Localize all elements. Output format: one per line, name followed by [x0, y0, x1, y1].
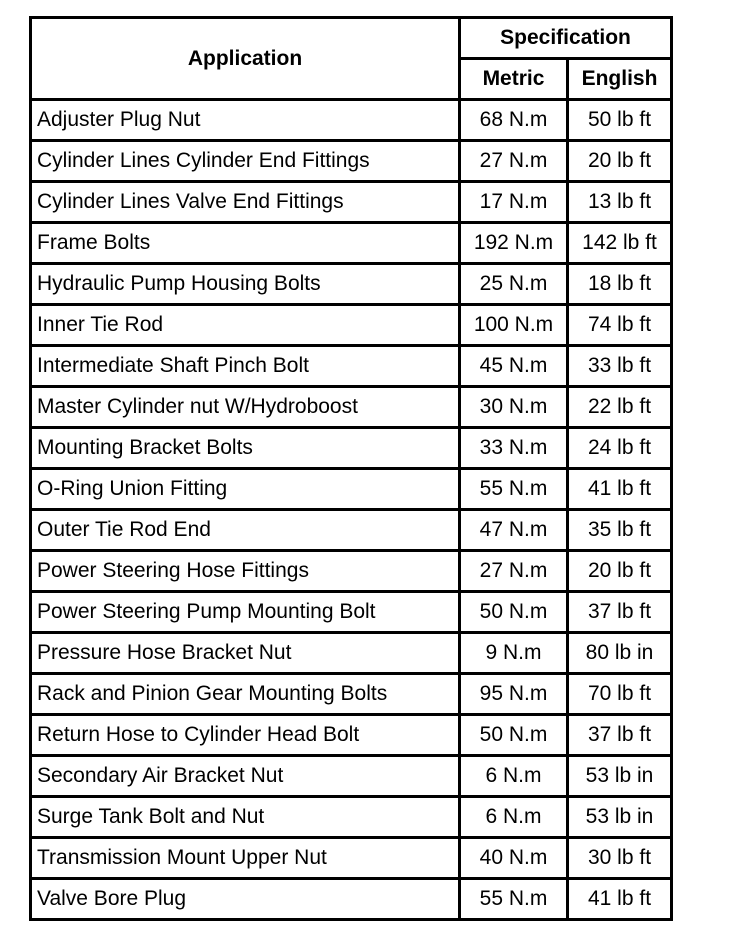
cell-application: Surge Tank Bolt and Nut	[29, 795, 461, 839]
cell-english: 41 lb ft	[565, 467, 674, 511]
header-specification: Specification	[457, 16, 674, 60]
table-row: Frame Bolts 192 N.m 142 lb ft	[29, 221, 674, 265]
table-row: Adjuster Plug Nut 68 N.m 50 lb ft	[29, 98, 674, 142]
table-row: Power Steering Hose Fittings 27 N.m 20 lb …	[29, 549, 674, 593]
cell-metric: 100 N.m	[458, 303, 569, 347]
cell-english: 70 lb ft	[565, 672, 674, 716]
table-row: Valve Bore Plug 55 N.m 41 lb ft	[29, 877, 674, 921]
cell-metric: 50 N.m	[458, 713, 569, 757]
cell-english: 20 lb ft	[565, 139, 674, 183]
cell-english: 18 lb ft	[565, 262, 674, 306]
table-row: Pressure Hose Bracket Nut 9 N.m 80 lb in	[29, 631, 674, 675]
table-row: Power Steering Pump Mounting Bolt 50 N.m 3…	[29, 590, 674, 634]
cell-metric: 33 N.m	[458, 426, 569, 470]
cell-english: 30 lb ft	[565, 836, 674, 880]
table-row: Master Cylinder nut W/Hydroboost 30 N.m 22…	[29, 385, 674, 429]
cell-english: 142 lb ft	[565, 221, 674, 265]
cell-english: 50 lb ft	[565, 98, 674, 142]
cell-metric: 6 N.m	[458, 754, 569, 798]
cell-english: 22 lb ft	[565, 385, 674, 429]
cell-english: 41 lb ft	[565, 877, 674, 921]
table-row: Cylinder Lines Valve End Fittings 17 N.m 1…	[29, 180, 674, 224]
cell-application: Pressure Hose Bracket Nut	[29, 631, 461, 675]
cell-english: 53 lb in	[565, 795, 674, 839]
cell-application: Inner Tie Rod	[29, 303, 461, 347]
header-application: Application	[29, 16, 461, 101]
cell-application: Intermediate Shaft Pinch Bolt	[29, 344, 461, 388]
header-english: English	[565, 57, 674, 101]
cell-english: 80 lb in	[565, 631, 674, 675]
cell-metric: 47 N.m	[458, 508, 569, 552]
cell-application: Outer Tie Rod End	[29, 508, 461, 552]
cell-application: Secondary Air Bracket Nut	[29, 754, 461, 798]
cell-metric: 17 N.m	[458, 180, 569, 224]
cell-application: Mounting Bracket Bolts	[29, 426, 461, 470]
cell-application: Transmission Mount Upper Nut	[29, 836, 461, 880]
cell-metric: 50 N.m	[458, 590, 569, 634]
cell-application: O-Ring Union Fitting	[29, 467, 461, 511]
cell-english: 35 lb ft	[565, 508, 674, 552]
torque-spec-table: Application Specification Metric English…	[29, 16, 674, 921]
cell-metric: 95 N.m	[458, 672, 569, 716]
cell-metric: 30 N.m	[458, 385, 569, 429]
table-row: Hydraulic Pump Housing Bolts 25 N.m 18 lb …	[29, 262, 674, 306]
cell-metric: 9 N.m	[458, 631, 569, 675]
cell-application: Cylinder Lines Valve End Fittings	[29, 180, 461, 224]
cell-english: 33 lb ft	[565, 344, 674, 388]
cell-english: 37 lb ft	[565, 590, 674, 634]
cell-application: Power Steering Pump Mounting Bolt	[29, 590, 461, 634]
table-row: Inner Tie Rod 100 N.m 74 lb ft	[29, 303, 674, 347]
header-metric: Metric	[458, 57, 569, 101]
cell-application: Frame Bolts	[29, 221, 461, 265]
cell-english: 74 lb ft	[565, 303, 674, 347]
table-row: Secondary Air Bracket Nut 6 N.m 53 lb in	[29, 754, 674, 798]
cell-application: Cylinder Lines Cylinder End Fittings	[29, 139, 461, 183]
table-row: Mounting Bracket Bolts 33 N.m 24 lb ft	[29, 426, 674, 470]
cell-metric: 45 N.m	[458, 344, 569, 388]
table-body: Adjuster Plug Nut 68 N.m 50 lb ft Cylinder …	[29, 98, 674, 921]
table-row: Intermediate Shaft Pinch Bolt 45 N.m 33 lb…	[29, 344, 674, 388]
cell-english: 37 lb ft	[565, 713, 674, 757]
cell-application: Hydraulic Pump Housing Bolts	[29, 262, 461, 306]
cell-metric: 6 N.m	[458, 795, 569, 839]
cell-metric: 55 N.m	[458, 877, 569, 921]
table-row: Outer Tie Rod End 47 N.m 35 lb ft	[29, 508, 674, 552]
cell-application: Master Cylinder nut W/Hydroboost	[29, 385, 461, 429]
cell-metric: 27 N.m	[458, 139, 569, 183]
cell-application: Power Steering Hose Fittings	[29, 549, 461, 593]
cell-metric: 192 N.m	[458, 221, 569, 265]
table-row: Rack and Pinion Gear Mounting Bolts 95 N.…	[29, 672, 674, 716]
table-row: Return Hose to Cylinder Head Bolt 50 N.m 3…	[29, 713, 674, 757]
table-row: O-Ring Union Fitting 55 N.m 41 lb ft	[29, 467, 674, 511]
cell-application: Valve Bore Plug	[29, 877, 461, 921]
table-row: Transmission Mount Upper Nut 40 N.m 30 lb …	[29, 836, 674, 880]
cell-metric: 68 N.m	[458, 98, 569, 142]
cell-metric: 40 N.m	[458, 836, 569, 880]
table-row: Cylinder Lines Cylinder End Fittings 27 N…	[29, 139, 674, 183]
cell-metric: 55 N.m	[458, 467, 569, 511]
cell-application: Adjuster Plug Nut	[29, 98, 461, 142]
cell-metric: 25 N.m	[458, 262, 569, 306]
cell-english: 13 lb ft	[565, 180, 674, 224]
table-row: Surge Tank Bolt and Nut 6 N.m 53 lb in	[29, 795, 674, 839]
cell-english: 24 lb ft	[565, 426, 674, 470]
cell-english: 53 lb in	[565, 754, 674, 798]
cell-english: 20 lb ft	[565, 549, 674, 593]
cell-application: Rack and Pinion Gear Mounting Bolts	[29, 672, 461, 716]
cell-metric: 27 N.m	[458, 549, 569, 593]
cell-application: Return Hose to Cylinder Head Bolt	[29, 713, 461, 757]
